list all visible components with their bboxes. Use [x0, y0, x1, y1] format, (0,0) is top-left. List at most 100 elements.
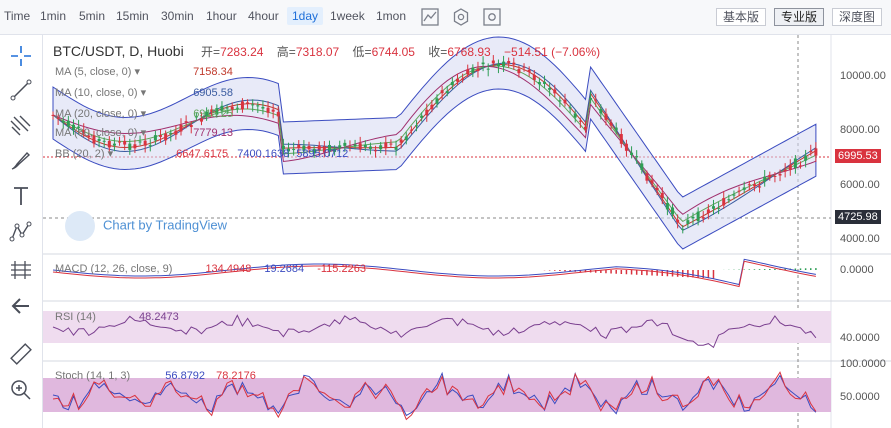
bb-legend[interactable]: BB (20, 2) ▾ 6647.6175 7400.1638 5895.07… — [55, 148, 349, 160]
ma20-legend[interactable]: MA (20, close, 0) ▾ 6915.25 — [55, 108, 233, 120]
candle-body — [338, 145, 342, 148]
stoch-band — [43, 378, 831, 412]
prediction-tool-icon[interactable] — [8, 257, 34, 283]
ma60-legend[interactable]: MA (60, close, 0) ▾ 7779.13 — [55, 127, 233, 139]
view-basic-button[interactable]: 基本版 — [716, 8, 767, 26]
candle-body — [799, 165, 803, 167]
macd-label: MACD (12, 26, close, 9) — [55, 263, 173, 275]
candle-body — [563, 99, 567, 104]
view-depth-button[interactable]: 深度图 — [832, 8, 883, 26]
candle-body — [548, 87, 552, 90]
macd-legend[interactable]: MACD (12, 26, close, 9) 134.4948 19.2684… — [55, 263, 366, 275]
pattern-tool-icon[interactable] — [8, 219, 34, 245]
trend-line-icon[interactable] — [8, 77, 34, 103]
candle-body — [476, 68, 480, 72]
settings-gear-icon[interactable] — [451, 7, 471, 27]
close-value: 6768.93 — [447, 45, 491, 59]
candle-body — [507, 61, 511, 64]
stoch-d-line — [52, 371, 817, 421]
candle-body — [686, 220, 690, 224]
candle-body — [583, 126, 587, 130]
candle-body — [77, 126, 81, 128]
candle-body — [445, 91, 449, 94]
ma60-value: 7779.13 — [193, 127, 233, 139]
ma5-label: MA (5, close, 0) — [55, 66, 132, 78]
price-tick-8000: 8000.00 — [840, 124, 880, 136]
candle-body — [199, 118, 203, 122]
screenshot-icon[interactable] — [482, 7, 502, 27]
candle-body — [758, 186, 762, 188]
candle-body — [512, 62, 516, 65]
brush-icon[interactable] — [8, 147, 34, 173]
chart-type-icon[interactable] — [420, 7, 440, 27]
candle-body — [189, 124, 193, 128]
bb-label: BB (20, 2) — [55, 148, 105, 160]
candle-body — [409, 129, 413, 131]
crosshair-icon[interactable] — [8, 43, 34, 69]
candle-body — [502, 61, 506, 67]
candle-body — [266, 107, 270, 113]
candle-body — [276, 111, 280, 117]
candle-body — [568, 107, 572, 109]
timeframe-time[interactable]: Time — [4, 9, 31, 23]
ma5-legend[interactable]: MA (5, close, 0) ▾ 7158.34 — [55, 66, 233, 78]
candle-body — [66, 120, 70, 127]
text-tool-icon[interactable] — [8, 183, 34, 209]
timeframe-1min[interactable]: 1min — [40, 9, 67, 23]
chart-area[interactable]: BTC/USDT, D, Huobi 开=7283.24 高=7318.07 低… — [43, 35, 891, 428]
timeframe-1week[interactable]: 1week — [330, 9, 365, 23]
fib-tool-icon[interactable] — [8, 113, 34, 139]
measure-ruler-icon[interactable] — [8, 341, 34, 367]
candle-body — [599, 108, 603, 114]
candle-body — [61, 120, 65, 123]
timeframe-5min[interactable]: 5min — [79, 9, 106, 23]
candle-body — [793, 158, 797, 169]
candle-body — [210, 109, 214, 113]
zoom-in-icon[interactable] — [8, 377, 34, 403]
candle-body — [348, 146, 352, 148]
candle-body — [297, 144, 301, 149]
candle-body — [107, 141, 111, 148]
candle-body — [532, 74, 536, 80]
candle-body — [589, 97, 593, 100]
timeframe-4hour[interactable]: 4hour — [248, 9, 279, 23]
ma10-legend[interactable]: MA (10, close, 0) ▾ 6905.58 — [55, 87, 233, 99]
stoch-legend[interactable]: Stoch (14, 1, 3) 56.8792 78.2176 — [55, 370, 256, 382]
candle-body — [681, 228, 685, 230]
candle-body — [343, 142, 347, 146]
candle-body — [102, 140, 106, 142]
candle-body — [399, 139, 403, 143]
candle-body — [302, 145, 306, 151]
candle-body — [763, 176, 767, 182]
high-value: 7318.07 — [295, 45, 340, 59]
candle-body — [717, 207, 721, 209]
timeframe-1hour[interactable]: 1hour — [206, 9, 237, 23]
stoch-label: Stoch (14, 1, 3) — [55, 370, 131, 382]
ma60-label: MA (60, close, 0) — [55, 127, 138, 139]
tradingview-logo-icon — [65, 211, 95, 241]
candle-body — [251, 104, 255, 106]
back-arrow-icon[interactable] — [8, 293, 34, 319]
timeframe-1mon[interactable]: 1mon — [376, 9, 407, 23]
timeframe-30min[interactable]: 30min — [161, 9, 194, 23]
bb-value-2: 7400.1638 — [237, 148, 290, 160]
candle-body — [220, 105, 224, 112]
candle-body — [783, 169, 787, 172]
rsi-legend[interactable]: RSI (14) 48.2473 — [55, 311, 179, 323]
candle-body — [133, 144, 137, 149]
candle-body — [691, 216, 695, 219]
candle-body — [240, 101, 244, 110]
candle-body — [630, 152, 634, 156]
candle-body — [655, 187, 659, 191]
timeframe-15min[interactable]: 15min — [116, 9, 149, 23]
candle-body — [676, 219, 680, 223]
candle-body — [517, 69, 521, 74]
candle-body — [481, 62, 485, 65]
candle-body — [143, 140, 147, 146]
price-chart-canvas[interactable] — [43, 35, 891, 428]
timeframe-1day[interactable]: 1day — [287, 7, 324, 25]
bollinger-band — [52, 36, 817, 250]
candle-body — [71, 124, 75, 130]
candle-body — [159, 135, 163, 137]
view-pro-button[interactable]: 专业版 — [774, 8, 825, 26]
